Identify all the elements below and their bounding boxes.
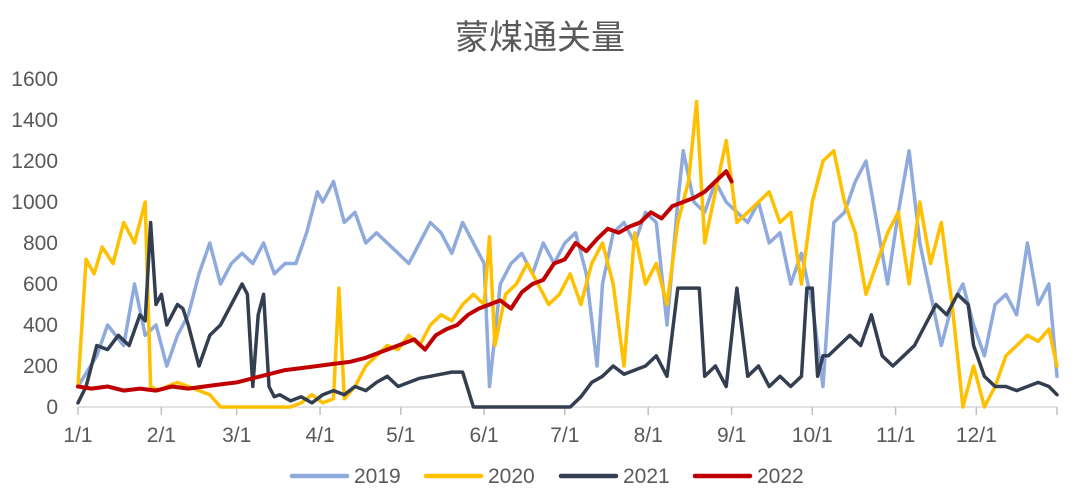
x-tick-label: 10/1 (792, 424, 833, 447)
y-tick-label: 600 (23, 273, 58, 296)
y-tick-label: 800 (23, 232, 58, 255)
series-line-2019 (76, 149, 1059, 389)
x-tick-label: 7/1 (550, 424, 579, 447)
x-tick-label: 9/1 (717, 424, 746, 447)
legend-label-2020: 2020 (488, 465, 535, 488)
x-tick-label: 12/1 (956, 424, 997, 447)
y-tick-label: 400 (23, 314, 58, 337)
chart-title: 蒙煤通关量 (455, 18, 625, 58)
series-line-2022 (76, 169, 734, 393)
series-line-2021 (76, 220, 1059, 409)
x-tick-label: 8/1 (634, 424, 663, 447)
x-tick-label: 11/1 (876, 424, 915, 447)
legend-label-2019: 2019 (354, 465, 401, 488)
x-tick-label: 1/1 (63, 424, 92, 447)
x-tick-label: 4/1 (305, 424, 334, 447)
legend-label-2022: 2022 (757, 465, 804, 488)
y-tick-label: 1000 (11, 191, 58, 214)
y-tick-label: 1400 (11, 109, 58, 132)
x-tick-label: 2/1 (147, 424, 176, 447)
y-tick-label: 0 (46, 396, 58, 419)
y-tick-label: 200 (23, 355, 58, 378)
y-tick-label: 1200 (11, 150, 58, 173)
legend-label-2021: 2021 (623, 465, 670, 488)
y-tick-label: 1600 (11, 68, 58, 91)
x-tick-label: 6/1 (470, 424, 499, 447)
x-tick-label: 5/1 (386, 424, 415, 447)
x-tick-label: 3/1 (222, 424, 251, 447)
series-line-2020 (76, 99, 1059, 409)
